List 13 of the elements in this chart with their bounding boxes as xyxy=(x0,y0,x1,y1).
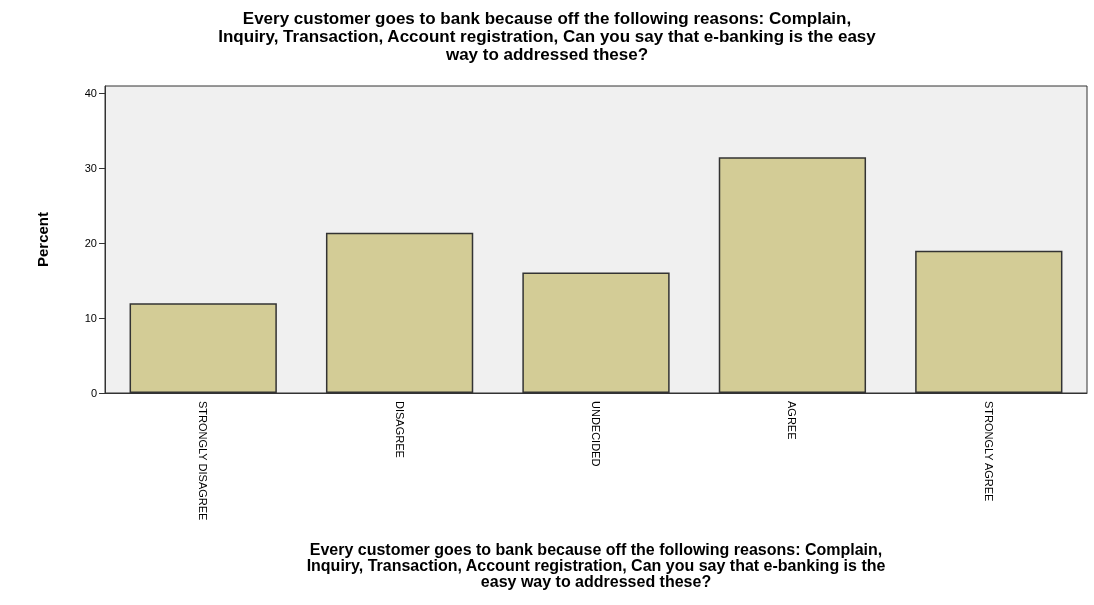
y-tick-label: 40 xyxy=(84,87,97,100)
x-tick-label: UNDECIDED xyxy=(590,401,602,467)
y-tick-label: 20 xyxy=(84,237,97,250)
y-tick-label: 30 xyxy=(84,162,97,175)
x-tick-label: AGREE xyxy=(786,401,799,440)
y-tick-label: 0 xyxy=(90,387,97,399)
y-axis-title: Percent xyxy=(34,211,51,268)
x-tick-label: STRONGLY DISAGREE xyxy=(197,401,210,521)
x-tick-label: DISAGREE xyxy=(393,401,406,458)
chart-title: Every customer goes to bank because off the following reasons: Complain, Inquiry, Transaction, Account registration, Can you say that e-banking is the easy way to addressed these? xyxy=(218,8,877,64)
x-axis-title: Every customer goes to bank because off the following reasons: Complain, Inquiry, Transaction, Account registration, Can you say that e-banking is the easy way to addressed these? xyxy=(306,540,886,590)
y-tick-label: 10 xyxy=(84,312,97,325)
x-tick-label: STRONGLY AGREE xyxy=(982,401,995,502)
